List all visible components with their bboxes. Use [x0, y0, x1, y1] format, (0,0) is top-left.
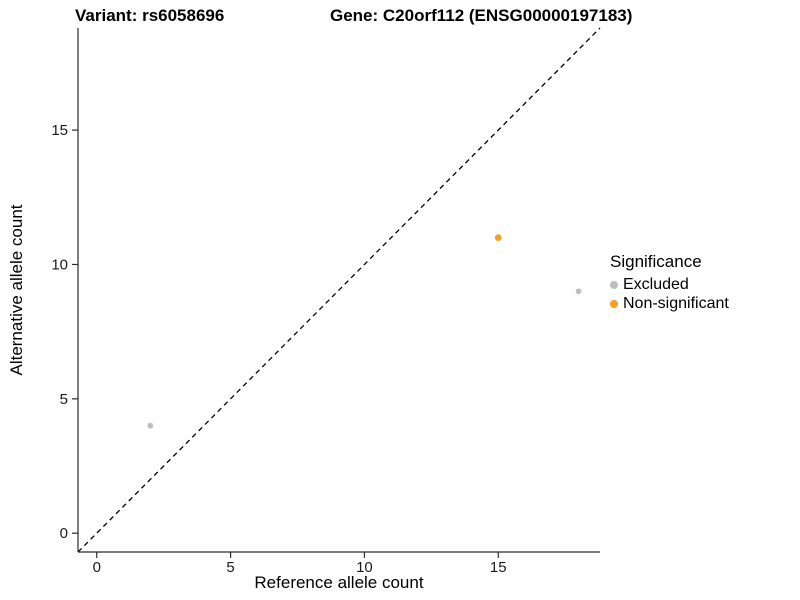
- svg-text:0: 0: [93, 559, 101, 576]
- legend-item-excluded: Excluded: [610, 275, 729, 294]
- y-axis-title: Alternative allele count: [7, 204, 26, 376]
- excluded-swatch-icon: [610, 280, 618, 289]
- non-significant-swatch-icon: [610, 299, 618, 308]
- svg-text:10: 10: [356, 559, 373, 576]
- legend-label-excluded: Excluded: [623, 276, 689, 293]
- svg-text:10: 10: [51, 256, 68, 273]
- svg-text:5: 5: [60, 391, 68, 408]
- svg-text:0: 0: [60, 525, 68, 542]
- svg-text:5: 5: [226, 559, 234, 576]
- legend: Significance Excluded Non-significant: [610, 252, 729, 313]
- legend-label-non-significant: Non-significant: [623, 295, 729, 312]
- x-axis-title: Reference allele count: [254, 573, 424, 592]
- legend-item-non-significant: Non-significant: [610, 294, 729, 313]
- svg-text:15: 15: [490, 559, 507, 576]
- plot-title-variant: Variant: rs6058696: [75, 6, 225, 25]
- legend-title: Significance: [610, 252, 702, 271]
- plot-title-gene: Gene: C20orf112 (ENSG00000197183): [330, 6, 633, 25]
- svg-text:15: 15: [51, 122, 68, 139]
